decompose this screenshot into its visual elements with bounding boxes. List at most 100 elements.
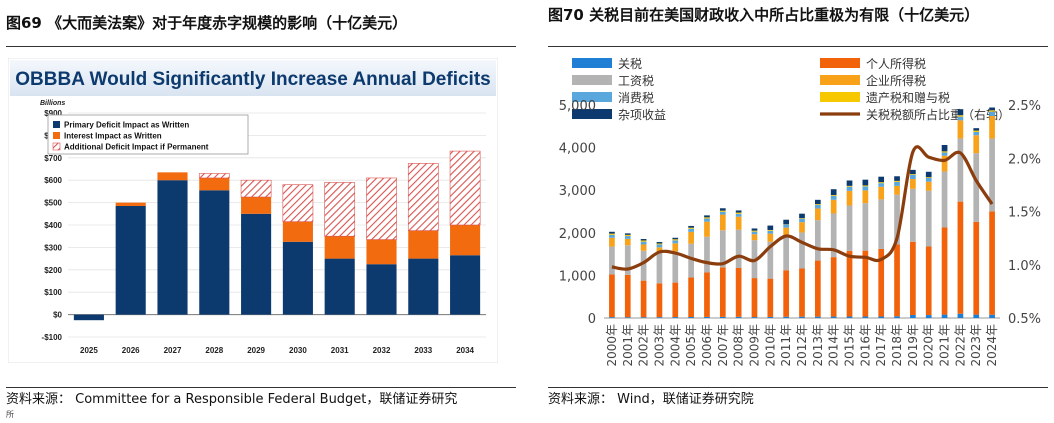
chart2-y2-tick-label: 2.5% bbox=[1008, 99, 1041, 114]
chart2-bar-segment bbox=[815, 205, 821, 209]
chart2-bar-segment bbox=[847, 186, 853, 187]
chart2-bar-segment bbox=[720, 317, 726, 318]
chart1-primary-deficit-bar bbox=[450, 255, 480, 314]
chart2-bar-segment bbox=[657, 244, 663, 247]
chart2-bar-segment bbox=[831, 317, 837, 318]
chart2-bar-segment bbox=[894, 176, 900, 181]
chart2-bar-segment bbox=[878, 182, 884, 183]
chart2-bar-segment bbox=[609, 247, 615, 275]
chart2-bar-segment bbox=[625, 235, 631, 236]
chart2-bar-segment bbox=[767, 226, 773, 230]
chart2-x-tick-label: 2019年 bbox=[906, 324, 920, 367]
chart2-bar-segment bbox=[641, 281, 647, 318]
figure1-source-tail: 所 bbox=[6, 409, 14, 420]
chart2-bar-segment bbox=[942, 172, 948, 228]
chart1-permanent-impact-bar bbox=[283, 185, 313, 222]
chart2-bar-segment bbox=[704, 219, 710, 222]
chart1-interest-impact-bar bbox=[325, 236, 355, 258]
chart2-x-tick-label: 2002年 bbox=[637, 324, 651, 367]
chart2-bar-segment bbox=[894, 186, 900, 195]
chart1-primary-deficit-bar bbox=[74, 315, 104, 321]
chart2-bar-segment bbox=[958, 115, 964, 116]
chart2-bar-segment bbox=[815, 220, 821, 260]
chart2-bar-segment bbox=[752, 232, 758, 235]
chart2-bar-segment bbox=[736, 210, 742, 212]
chart2-bar-segment bbox=[989, 110, 995, 111]
chart1-primary-deficit-bar bbox=[116, 206, 146, 315]
chart2-bar-segment bbox=[926, 247, 932, 316]
chart2-x-axis: 2000年 2001年 2002年 2003年 2004年 2005年 2006年 2007年… bbox=[605, 324, 999, 367]
chart2-bar-segment bbox=[799, 232, 805, 268]
chart2-bar-segment bbox=[926, 182, 932, 191]
chart2-bar-segment bbox=[720, 215, 726, 231]
chart1-legend: Primary Deficit Impact as WrittenInteres… bbox=[48, 115, 248, 154]
chart2-bar-segment bbox=[704, 217, 710, 218]
chart2-y-tick-label: 5,000 bbox=[559, 99, 596, 114]
figure1-top-rule bbox=[6, 46, 516, 47]
chart2-bar-segment bbox=[831, 200, 837, 214]
chart2-bar-segment bbox=[863, 251, 869, 317]
chart1-primary-deficit-bar bbox=[241, 214, 271, 315]
chart2-bar-segment bbox=[672, 251, 678, 282]
chart2-bar-segment bbox=[847, 180, 853, 185]
chart2-bar-segment bbox=[973, 315, 979, 318]
chart2-bar-segment bbox=[736, 230, 742, 268]
chart2-y2-tick-label: 2.0% bbox=[1008, 152, 1041, 167]
chart1-interest-impact-bar bbox=[408, 231, 438, 259]
chart2-bar-segment bbox=[799, 219, 805, 222]
chart1-legend-label: Additional Deficit Impact if Permanent bbox=[64, 143, 209, 152]
chart2-bar-segment bbox=[688, 229, 694, 232]
chart2-bar-segment bbox=[847, 205, 853, 250]
chart2-bar-segment bbox=[609, 317, 615, 318]
chart2-bar-segment bbox=[672, 243, 678, 251]
us-revenue-chart: 关税 个人所得税工资税 企业所得税消费税 遗产税和赠与税杂项收益 关税税额所占比重（右轴… bbox=[548, 50, 1050, 380]
chart2-bar-segment bbox=[926, 315, 932, 318]
chart2-legend-label: 消费税 bbox=[618, 91, 654, 105]
chart2-bar-segment bbox=[641, 240, 647, 241]
chart2-bar-segment bbox=[783, 225, 789, 228]
chart1-permanent-impact-bar bbox=[325, 182, 355, 236]
chart2-bar-segment bbox=[641, 239, 647, 240]
chart2-bar-segment bbox=[958, 202, 964, 314]
chart2-bar-segment bbox=[815, 261, 821, 317]
chart2-bar-segment bbox=[942, 152, 948, 155]
chart2-bar-segment bbox=[641, 251, 647, 281]
chart2-bar-segment bbox=[942, 151, 948, 152]
chart2-bar-segment bbox=[894, 182, 900, 186]
chart2-legend-label: 工资税 bbox=[618, 74, 654, 88]
chart2-bar-segment bbox=[878, 317, 884, 318]
chart2-bar-segment bbox=[688, 226, 694, 228]
chart2-bar-segment bbox=[894, 316, 900, 318]
chart2-bar-segment bbox=[958, 120, 964, 138]
chart1-legend-swatch bbox=[53, 121, 60, 128]
chart2-x-tick-label: 2003年 bbox=[652, 324, 666, 367]
chart1-y-tick-label: $500 bbox=[44, 199, 62, 208]
chart2-bar-segment bbox=[958, 138, 964, 201]
chart2-bar-segment bbox=[942, 145, 948, 151]
chart2-x-tick-label: 2013年 bbox=[811, 324, 825, 367]
chart2-bar-segment bbox=[958, 314, 964, 318]
chart2-x-tick-label: 2015年 bbox=[843, 324, 857, 367]
chart2-bar-segment bbox=[799, 218, 805, 219]
chart2-y2-tick-label: 1.5% bbox=[1008, 206, 1041, 221]
chart2-bar-segment bbox=[720, 211, 726, 212]
chart2-bar-segment bbox=[910, 189, 916, 242]
figure1-source: 资料来源： Committee for a Responsible Federa… bbox=[6, 392, 516, 408]
chart2-bar-segment bbox=[736, 213, 742, 214]
chart2-bar-segment bbox=[989, 211, 995, 314]
chart2-bar-segment bbox=[736, 317, 742, 318]
chart2-bar-segment bbox=[878, 187, 884, 200]
chart2-bar-segment bbox=[609, 274, 615, 317]
chart2-bar-segment bbox=[609, 234, 615, 235]
chart2-bar-segment bbox=[609, 232, 615, 234]
chart2-bar-segment bbox=[672, 238, 678, 239]
figure1-bottom-rule bbox=[6, 387, 516, 388]
chart1-y-tick-label: -$100 bbox=[42, 333, 63, 342]
chart2-bar-segment bbox=[704, 222, 710, 237]
chart2-legend-swatch bbox=[572, 58, 612, 68]
chart2-bar-segment bbox=[609, 238, 615, 247]
chart2-bar-segment bbox=[989, 108, 995, 111]
chart2-y-tick-label: 2,000 bbox=[559, 227, 596, 242]
chart1-x-tick-label: 2029 bbox=[247, 346, 265, 355]
chart2-bar-segment bbox=[736, 214, 742, 217]
